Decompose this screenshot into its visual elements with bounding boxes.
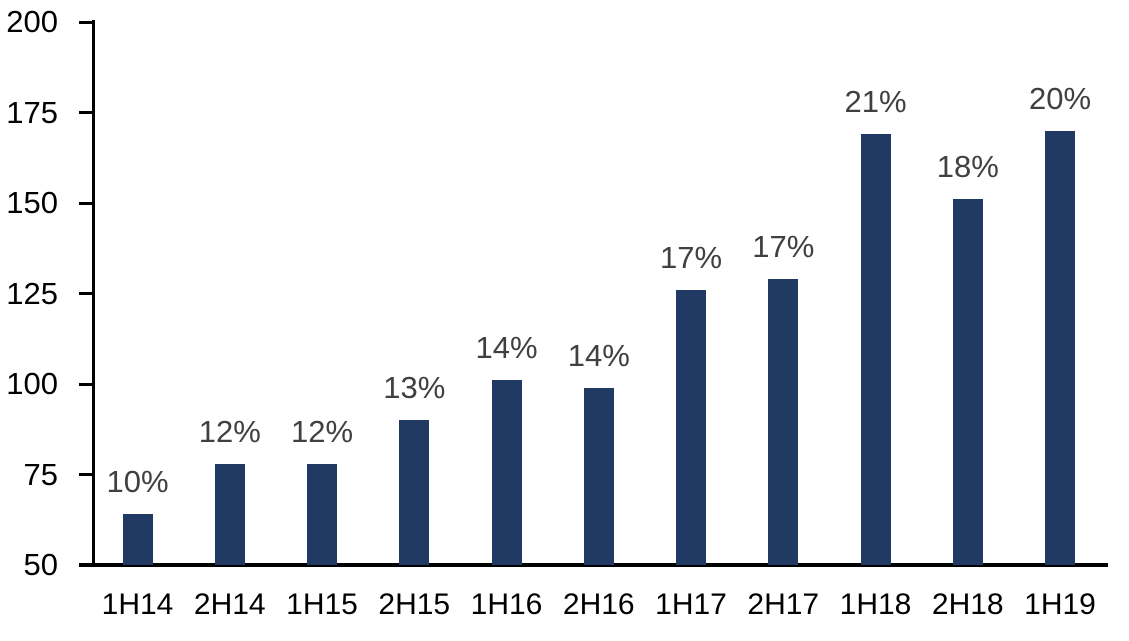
x-axis-label-1H16: 1H16	[470, 588, 543, 621]
bar-1H14	[122, 514, 153, 565]
x-axis-label-1H17: 1H17	[655, 588, 727, 621]
bar-2H14	[214, 463, 245, 565]
y-axis-line	[92, 20, 95, 567]
x-axis-label-1H14: 1H14	[101, 588, 174, 621]
bar-2H15	[399, 420, 430, 565]
data-label-1H17: 17%	[659, 239, 723, 275]
bar-1H16	[491, 380, 522, 565]
x-axis-label-1H19: 1H19	[1024, 588, 1096, 621]
data-label-1H15: 12%	[290, 413, 354, 449]
data-label-2H15: 13%	[383, 370, 446, 406]
x-axis-label-2H16: 2H16	[562, 588, 635, 621]
bar-2H18	[952, 199, 983, 565]
x-axis-label-2H15: 2H15	[378, 588, 451, 621]
x-axis-label-2H18: 2H18	[931, 588, 1004, 621]
bar-1H19	[1045, 130, 1075, 565]
y-axis-tick-label: 200	[6, 4, 58, 39]
y-axis-tick	[79, 382, 92, 386]
y-axis-tick	[79, 563, 92, 567]
x-axis-label-2H14: 2H14	[193, 588, 266, 621]
data-label-1H14: 10%	[106, 464, 169, 500]
data-label-2H14: 12%	[198, 413, 261, 449]
data-label-1H19: 20%	[1028, 80, 1092, 116]
x-axis-label-1H15: 1H15	[286, 588, 358, 621]
x-axis-line	[79, 563, 1108, 567]
y-axis-tick-label: 50	[23, 547, 58, 582]
y-axis-tick-label: 175	[6, 94, 58, 130]
bar-1H15	[307, 463, 337, 565]
bar-1H17	[676, 289, 706, 565]
bar-2H16	[583, 387, 614, 565]
y-axis-tick-label: 75	[23, 456, 58, 492]
y-axis-tick-label: 125	[6, 275, 58, 311]
bar-2H17	[768, 279, 799, 565]
y-axis-tick	[79, 473, 92, 476]
x-axis-label-2H17: 2H17	[747, 588, 820, 621]
data-label-1H16: 14%	[475, 330, 538, 366]
data-label-2H16: 14%	[567, 337, 630, 373]
x-axis-label-1H18: 1H18	[839, 588, 912, 621]
y-axis-tick-label: 150	[6, 185, 58, 220]
y-axis-tick	[79, 111, 92, 114]
y-axis-tick	[79, 20, 92, 24]
data-label-2H18: 18%	[936, 149, 999, 185]
bar-1H18	[860, 134, 891, 565]
data-label-2H17: 17%	[752, 229, 815, 265]
y-axis-tick	[79, 292, 92, 295]
y-axis-tick-label: 100	[6, 366, 58, 401]
data-label-1H18: 21%	[844, 84, 907, 120]
y-axis-tick	[79, 201, 92, 205]
